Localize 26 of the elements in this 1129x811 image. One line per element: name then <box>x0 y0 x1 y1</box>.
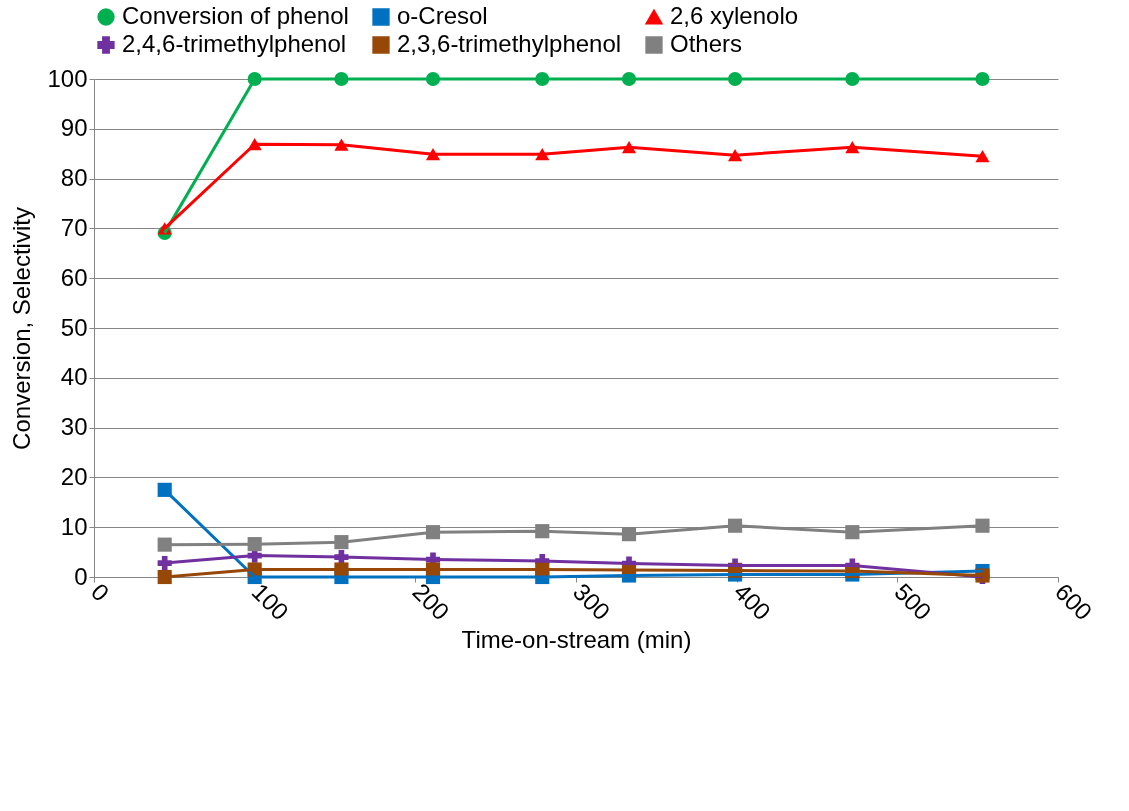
legend-label: Conversion of phenol <box>122 2 349 29</box>
y-tick-label: 10 <box>60 512 88 540</box>
x-tick-label: 100 <box>246 577 295 626</box>
y-tick-label: 30 <box>60 413 88 441</box>
point <box>975 518 990 533</box>
legend-label: o-Cresol <box>397 2 488 29</box>
y-tick-label: 40 <box>60 363 88 391</box>
legend-label: 2,6 xylenolo <box>670 2 799 29</box>
x-tick-label: 400 <box>728 577 777 626</box>
y-tick-label: 50 <box>60 313 88 341</box>
y-axis-title: Conversion, Selectivity <box>8 207 36 450</box>
legend-label: 2,4,6-trimethylphenol <box>122 30 347 57</box>
x-tick-label: 200 <box>407 577 455 626</box>
x-axis-title: Time-on-stream (min) <box>461 626 692 654</box>
y-tick-label: 100 <box>47 64 88 92</box>
legend-label: 2,3,6-trimethylphenol <box>397 30 622 57</box>
y-tick-label: 70 <box>60 213 88 241</box>
legend-label: Others <box>670 30 743 57</box>
y-tick-label: 60 <box>60 263 88 291</box>
y-tick-label: 90 <box>60 114 88 142</box>
x-tick-label: 0 <box>86 577 115 607</box>
y-tick-label: 20 <box>60 462 88 490</box>
x-tick-label: 600 <box>1050 577 1098 626</box>
x-tick-label: 300 <box>568 577 616 626</box>
y-tick-label: 80 <box>60 164 88 192</box>
x-tick-label: 500 <box>889 577 937 626</box>
